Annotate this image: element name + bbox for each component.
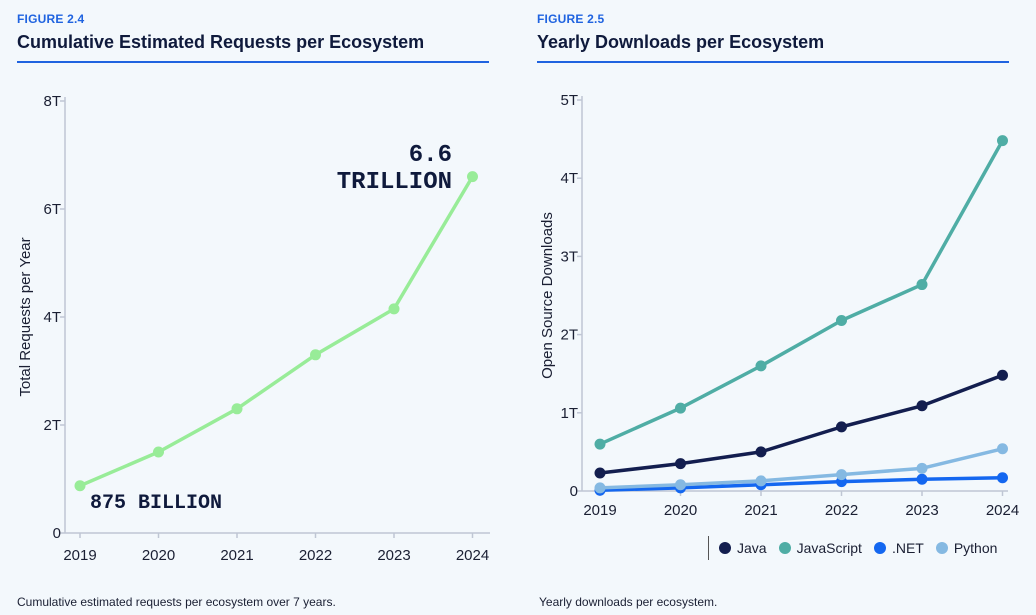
- y-tick-label: 2T: [43, 417, 61, 434]
- y-tick-label: 1T: [560, 405, 578, 422]
- legend-swatch: [778, 542, 791, 554]
- net-point: [916, 473, 928, 485]
- y-axis-title: Open Source Downloads: [539, 212, 556, 379]
- javascript-point: [916, 279, 928, 291]
- legend-label: Java: [737, 540, 767, 556]
- x-tick-label: 2024: [986, 502, 1019, 519]
- python-point: [916, 462, 928, 474]
- y-tick-label: 6T: [43, 201, 61, 218]
- cumulative-requests-chart: 0 2T 4T 6T 8T 2019 2020 2021 2022 2023 2024 Total R…: [17, 93, 490, 564]
- java-point: [675, 458, 686, 470]
- javascript-point: [755, 360, 767, 372]
- x-tick-label: 2022: [825, 502, 858, 519]
- title-rule: [537, 61, 1009, 63]
- series-point: [231, 403, 243, 415]
- python-line: [598, 447, 1005, 490]
- legend-divider: [708, 536, 709, 560]
- java-line: [598, 373, 1005, 475]
- legend-label: .NET: [891, 540, 924, 556]
- y-tick-label: 0: [570, 483, 578, 500]
- y-axis-title: Total Requests per Year: [17, 237, 34, 396]
- python-point: [836, 469, 847, 481]
- net-line: [598, 475, 1005, 492]
- javascript-line: [598, 138, 1005, 446]
- legend-swatch: [935, 542, 948, 554]
- series-line: [78, 174, 475, 488]
- chart-legend: Java JavaScript .NET Python: [708, 536, 1009, 560]
- x-tick-label: 2022: [299, 547, 332, 564]
- net-point: [997, 472, 1008, 484]
- legend-swatch: [719, 542, 731, 554]
- y-tick-label: 0: [53, 525, 61, 542]
- series-point: [388, 303, 400, 315]
- figure-label: FIGURE 2.4: [17, 12, 85, 26]
- x-tick-label: 2019: [583, 502, 616, 519]
- y-tick-label: 2T: [560, 327, 578, 344]
- javascript-point: [836, 315, 847, 327]
- javascript-point: [675, 402, 686, 414]
- java-point: [594, 467, 606, 479]
- legend-label: JavaScript: [796, 540, 862, 556]
- figure-title: Cumulative Estimated Requests per Ecosys…: [17, 32, 425, 52]
- legend-swatch: [873, 542, 886, 554]
- figure-2-4-panel: FIGURE 2.4 Cumulative Estimated Requests…: [17, 12, 490, 609]
- series-point: [467, 171, 478, 183]
- x-tick-label: 2021: [744, 502, 777, 519]
- python-point: [594, 482, 606, 494]
- x-tick-label: 2024: [456, 547, 489, 564]
- x-tick-label: 2020: [142, 547, 175, 564]
- y-tick-label: 3T: [560, 248, 578, 265]
- x-tick-label: 2023: [377, 547, 410, 564]
- x-tick-label: 2021: [220, 547, 253, 564]
- series-point: [310, 349, 321, 361]
- python-point: [997, 443, 1008, 455]
- legend-label: Python: [953, 540, 998, 556]
- python-point: [755, 475, 767, 487]
- python-point: [675, 479, 686, 491]
- annotation-end-value: 6.6: [409, 142, 452, 169]
- figure-label: FIGURE 2.5: [537, 12, 605, 26]
- java-point: [997, 369, 1008, 381]
- y-tick-label: 4T: [43, 309, 61, 326]
- javascript-point: [594, 438, 606, 450]
- figure-2-5-panel: FIGURE 2.5 Yearly Downloads per Ecosyste…: [518, 0, 1036, 615]
- figure-caption: Yearly downloads per ecosystem.: [539, 595, 718, 609]
- legend-item-java: Java: [719, 540, 767, 556]
- javascript-point: [997, 135, 1008, 147]
- legend-item-net: .NET: [873, 540, 924, 556]
- figure-title: Yearly Downloads per Ecosystem: [537, 32, 825, 52]
- y-tick-label: 5T: [560, 92, 578, 109]
- figure-caption: Cumulative estimated requests per ecosys…: [17, 595, 336, 609]
- y-tick-label: 4T: [560, 170, 578, 187]
- legend-item-javascript: JavaScript: [778, 540, 862, 556]
- y-tick-label: 8T: [43, 93, 61, 110]
- annotation-end-unit: TRILLION: [337, 169, 452, 196]
- x-tick-label: 2020: [664, 502, 697, 519]
- series-point: [153, 446, 164, 458]
- title-rule: [17, 61, 489, 63]
- yearly-downloads-chart: 0 1T 2T 3T 4T 5T 2019 2020 2021 2022 2023 2024 Open …: [539, 92, 1019, 519]
- java-point: [916, 400, 928, 412]
- annotation-start: 875 BILLION: [90, 492, 222, 515]
- java-point: [755, 446, 767, 458]
- java-point: [836, 421, 847, 433]
- x-tick-label: 2019: [63, 547, 96, 564]
- x-tick-label: 2023: [905, 502, 938, 519]
- series-point: [74, 480, 86, 492]
- legend-item-python: Python: [935, 540, 998, 556]
